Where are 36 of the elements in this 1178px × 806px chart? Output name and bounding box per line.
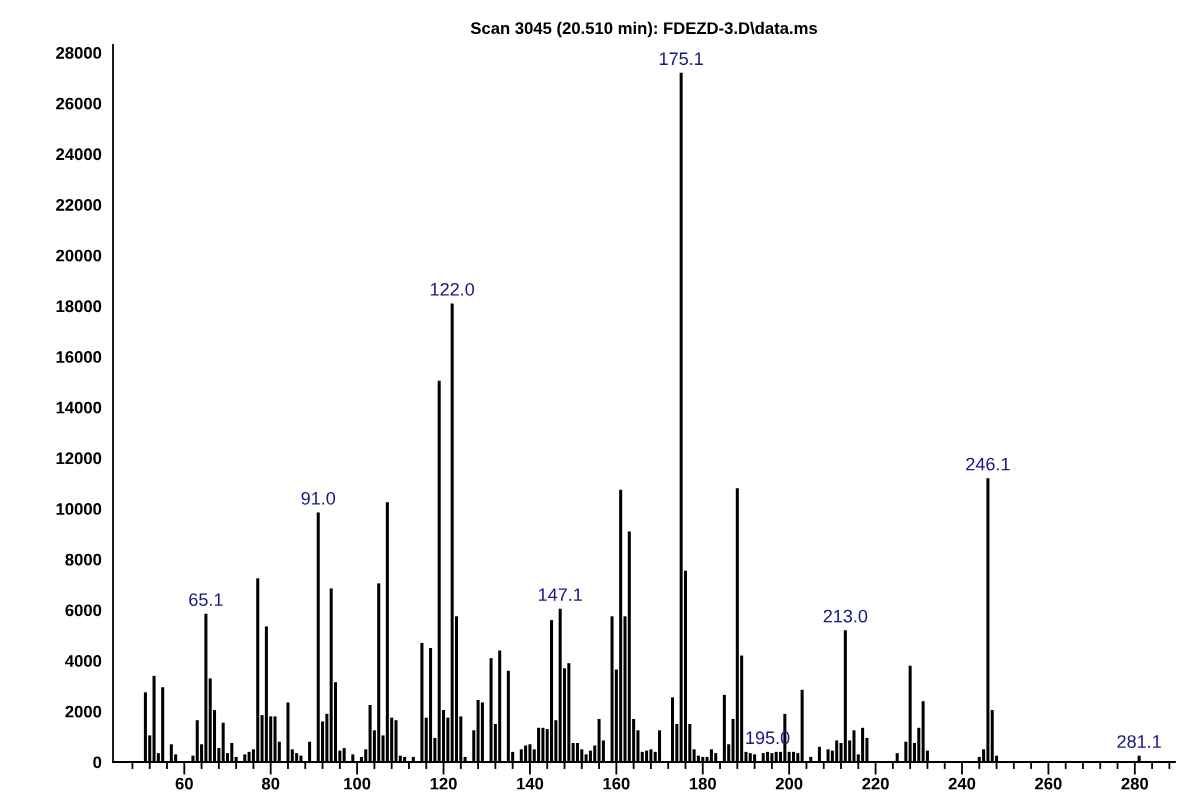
y-tick-label: 16000 <box>56 351 102 363</box>
annotation: 122.0 <box>430 282 475 296</box>
y-tick-label: 24000 <box>56 148 102 161</box>
x-tick-label: 100 <box>344 777 371 790</box>
y-tick-label: 8000 <box>65 553 102 566</box>
x-tick-label: 240 <box>948 777 976 790</box>
x-tick-label: 120 <box>430 777 457 790</box>
x-tick-label: 140 <box>517 777 544 790</box>
x-tick-label: 60 <box>175 777 193 790</box>
y-tick-label: 26000 <box>56 97 102 110</box>
y-tick-label: 14000 <box>56 401 102 414</box>
annotation: 65.1 <box>189 593 223 607</box>
y-tick-label: 20000 <box>56 249 102 262</box>
chart-title: Scan 3045 (20.510 min): FDEZD-3.D\data.ms <box>470 21 817 38</box>
y-tick-label: 12000 <box>56 452 102 465</box>
x-tick-label: 160 <box>603 777 630 790</box>
y-tick-label: 10000 <box>56 503 102 515</box>
annotation: 147.1 <box>538 588 582 601</box>
x-tick-label: 180 <box>689 777 716 790</box>
y-tick-label: 28000 <box>56 47 102 59</box>
y-tick-label: 18000 <box>56 300 102 313</box>
x-tick-label: 80 <box>261 777 280 790</box>
x-tick-label: 220 <box>862 777 889 790</box>
annotation: 91.0 <box>301 491 336 505</box>
annotation: 175.1 <box>659 52 703 66</box>
annotation: 246.1 <box>966 457 1010 471</box>
x-tick-label: 260 <box>1035 777 1062 790</box>
annotation: 213.0 <box>823 609 868 623</box>
x-tick-label: 200 <box>775 777 803 790</box>
annotation: 281.1 <box>1117 735 1161 748</box>
x-tick-label: 280 <box>1121 777 1149 790</box>
y-tick-label: 0 <box>93 756 102 769</box>
y-tick-label: 4000 <box>65 655 102 667</box>
y-tick-label: 22000 <box>56 199 102 211</box>
y-tick-label: 2000 <box>65 705 102 718</box>
y-tick-label: 6000 <box>65 604 102 617</box>
